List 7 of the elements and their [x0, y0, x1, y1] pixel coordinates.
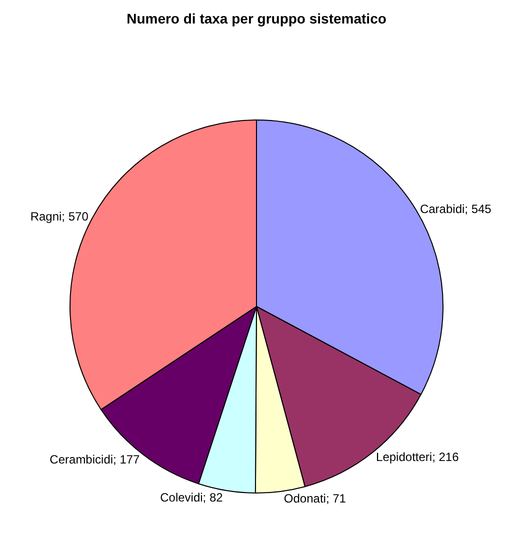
slice-label: Colevidi; 82	[160, 490, 224, 504]
slice-label: Lepidotteri; 216	[376, 450, 460, 464]
slice-label: Ragni; 570	[30, 210, 89, 224]
chart-title: Numero di taxa per gruppo sistematico	[126, 10, 386, 26]
slice-label: Carabidi; 545	[420, 202, 492, 216]
slice-label: Odonati; 71	[284, 491, 346, 506]
slice-label: Cerambicidi; 177	[50, 452, 140, 466]
